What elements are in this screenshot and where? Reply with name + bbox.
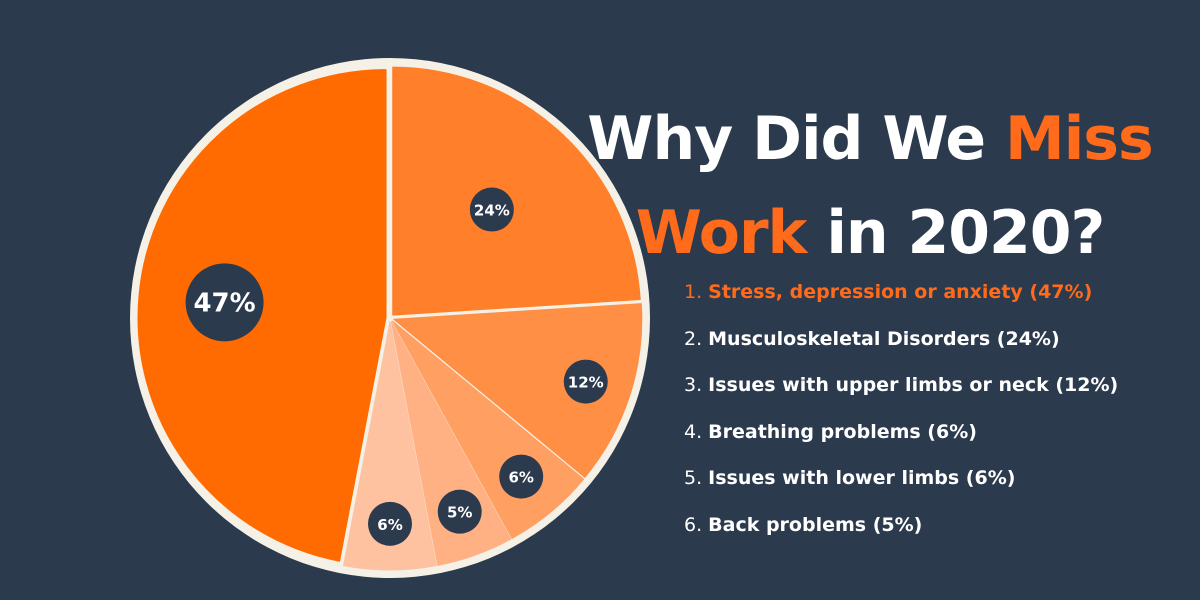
- pie-slice: [393, 303, 643, 478]
- legend-label: Stress, depression or anxiety (47%): [708, 281, 1093, 303]
- legend-number: 5.: [684, 467, 703, 489]
- legend-number: 2.: [684, 327, 703, 350]
- pie-slice: [392, 66, 641, 316]
- slice-value-label: 12%: [568, 374, 604, 392]
- legend-list: 1. Stress, depression or anxiety (47%) 2.…: [684, 275, 1118, 554]
- legend-item: 2. Musculoskeletal Disorders (24%): [684, 322, 1118, 369]
- page-title: Why Did We Miss Work in 2020?: [560, 92, 1180, 280]
- legend-label: Issues with lower limbs (6%): [708, 467, 1016, 489]
- title-highlight-work: Work: [635, 198, 808, 268]
- slice-value-label: 24%: [474, 202, 510, 220]
- slice-value-badge: [469, 187, 514, 232]
- legend-label: Issues with upper limbs or neck (12%): [708, 374, 1119, 396]
- pie-slice: [390, 321, 512, 566]
- pie-badges: 24% 12% 6% 5% 6% 47%: [185, 187, 608, 546]
- pie-slice: [343, 321, 437, 571]
- legend-number: 6.: [684, 513, 703, 536]
- legend-number: 4.: [684, 420, 703, 443]
- legend-label: Breathing problems (6%): [708, 420, 977, 443]
- slice-value-label: 47%: [193, 288, 255, 318]
- pie-slice: [137, 69, 387, 562]
- title-highlight-miss: Miss: [1005, 104, 1154, 174]
- slice-value-badge: [368, 501, 412, 546]
- slice-value-label: 6%: [377, 516, 402, 534]
- slice-value-badge: [437, 489, 482, 534]
- legend-item: 1. Stress, depression or anxiety (47%): [684, 275, 1118, 322]
- legend-number: 1.: [684, 281, 703, 303]
- legend-item: 6. Back problems (5%): [684, 508, 1118, 555]
- slice-value-badge: [499, 454, 544, 499]
- title-part-1: Why Did We: [587, 104, 1006, 174]
- legend-label: Musculoskeletal Disorders (24%): [708, 327, 1060, 350]
- slice-value-label: 6%: [508, 469, 533, 487]
- slice-value-badge: [563, 359, 608, 404]
- title-part-4: in 2020?: [806, 198, 1105, 268]
- slice-value-badge: [185, 263, 264, 342]
- legend-item: 5. Issues with lower limbs (6%): [684, 461, 1118, 508]
- legend-item: 3. Issues with upper limbs or neck (12%): [684, 368, 1118, 415]
- legend-label: Back problems (5%): [708, 513, 923, 536]
- legend-number: 3.: [684, 374, 703, 396]
- legend-item: 4. Breathing problems (6%): [684, 415, 1118, 462]
- pie-slices: [137, 66, 643, 571]
- slice-value-label: 5%: [447, 504, 472, 522]
